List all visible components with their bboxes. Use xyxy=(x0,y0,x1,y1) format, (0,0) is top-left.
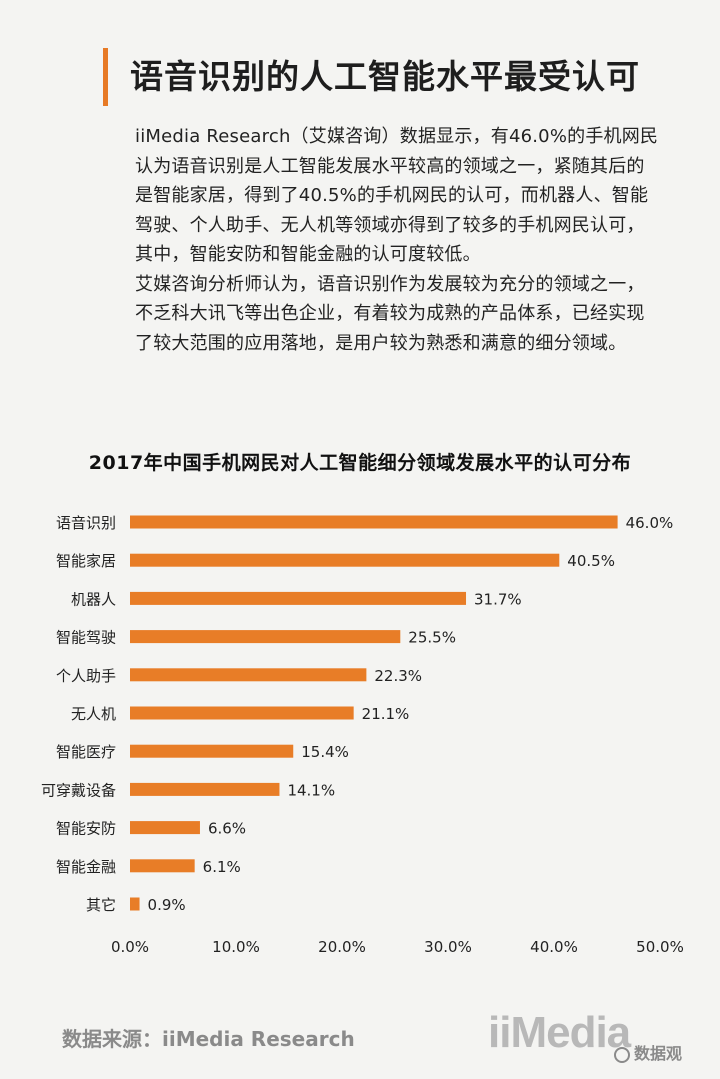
bar-value-label: 21.1% xyxy=(362,705,410,723)
x-tick-label: 50.0% xyxy=(636,938,684,956)
intro-line: 不乏科大讯飞等出色企业，有着较为成熟的产品体系，已经实现 xyxy=(135,303,645,324)
category-label: 智能家居 xyxy=(56,552,116,570)
bar xyxy=(130,515,618,529)
intro-line: 是智能家居，得到了40.5%的手机网民的认可，而机器人、智能 xyxy=(135,185,649,206)
category-label: 可穿戴设备 xyxy=(41,781,116,799)
x-tick-label: 40.0% xyxy=(530,938,578,956)
category-label: 智能医疗 xyxy=(56,743,116,761)
intro-line: 其中，智能安防和智能金融的认可度较低。 xyxy=(135,244,481,265)
category-label: 智能安防 xyxy=(56,820,116,838)
intro-text: iiMedia Research（艾媒咨询）数据显示，有46.0%的手机网民 认… xyxy=(135,122,675,358)
page-title: 语音识别的人工智能水平最受认可 xyxy=(130,57,640,96)
bar-value-label: 46.0% xyxy=(626,514,674,532)
category-label: 语音识别 xyxy=(56,514,116,532)
data-source: 数据来源：iiMedia Research xyxy=(62,1027,355,1051)
category-label: 智能驾驶 xyxy=(56,629,116,647)
bar xyxy=(130,859,195,873)
bar xyxy=(130,553,560,567)
bar xyxy=(130,744,294,758)
bar-value-label: 6.6% xyxy=(208,820,246,838)
iimedia-logo: iiMedia xyxy=(488,1008,631,1057)
x-tick-label: 30.0% xyxy=(424,938,472,956)
bar xyxy=(130,897,140,911)
category-label: 个人助手 xyxy=(56,667,116,685)
intro-line: iiMedia Research（艾媒咨询）数据显示，有46.0%的手机网民 xyxy=(135,126,659,147)
bar-value-label: 14.1% xyxy=(287,781,335,799)
x-tick-label: 20.0% xyxy=(318,938,366,956)
bar-value-label: 22.3% xyxy=(374,667,422,685)
intro-line: 认为语音识别是人工智能发展水平较高的领域之一，紧随其后的 xyxy=(135,155,645,177)
bar-value-label: 40.5% xyxy=(567,552,615,570)
category-label: 机器人 xyxy=(71,590,116,608)
wechat-watermark-label: 数据观 xyxy=(634,1044,683,1063)
x-tick-label: 0.0% xyxy=(111,938,149,956)
bar xyxy=(130,706,354,720)
bar-chart: 语音识别 46.0% 智能家居 40.5% 机器人 31.7% 智能驾驶 25.5% 个人助手 2… xyxy=(41,514,684,956)
chart-title: 2017年中国手机网民对人工智能细分领域发展水平的认可分布 xyxy=(88,452,632,474)
wechat-icon xyxy=(614,1046,630,1063)
bar xyxy=(130,630,401,644)
bar-value-label: 0.9% xyxy=(148,896,186,914)
intro-line: 了较大范围的应用落地，是用户较为熟悉和满意的细分领域。 xyxy=(135,332,627,354)
bar xyxy=(130,668,367,682)
bar-value-label: 25.5% xyxy=(408,629,456,647)
category-label: 其它 xyxy=(86,896,116,914)
bar-value-label: 15.4% xyxy=(301,743,349,761)
title-accent-bar xyxy=(103,48,108,106)
wechat-watermark: 数据观 xyxy=(614,1040,682,1064)
bar-value-label: 31.7% xyxy=(474,590,522,608)
intro-line: 艾媒咨询分析师认为，语音识别作为发展较为充分的领域之一， xyxy=(135,273,645,295)
bar-value-label: 6.1% xyxy=(203,858,241,876)
x-tick-label: 10.0% xyxy=(212,938,260,956)
intro-line: 驾驶、个人助手、无人机等领域亦得到了较多的手机网民认可， xyxy=(135,214,645,236)
category-label: 智能金融 xyxy=(56,858,116,876)
category-label: 无人机 xyxy=(71,705,116,723)
bar xyxy=(130,821,200,835)
bar xyxy=(130,591,467,605)
bar xyxy=(130,782,280,796)
